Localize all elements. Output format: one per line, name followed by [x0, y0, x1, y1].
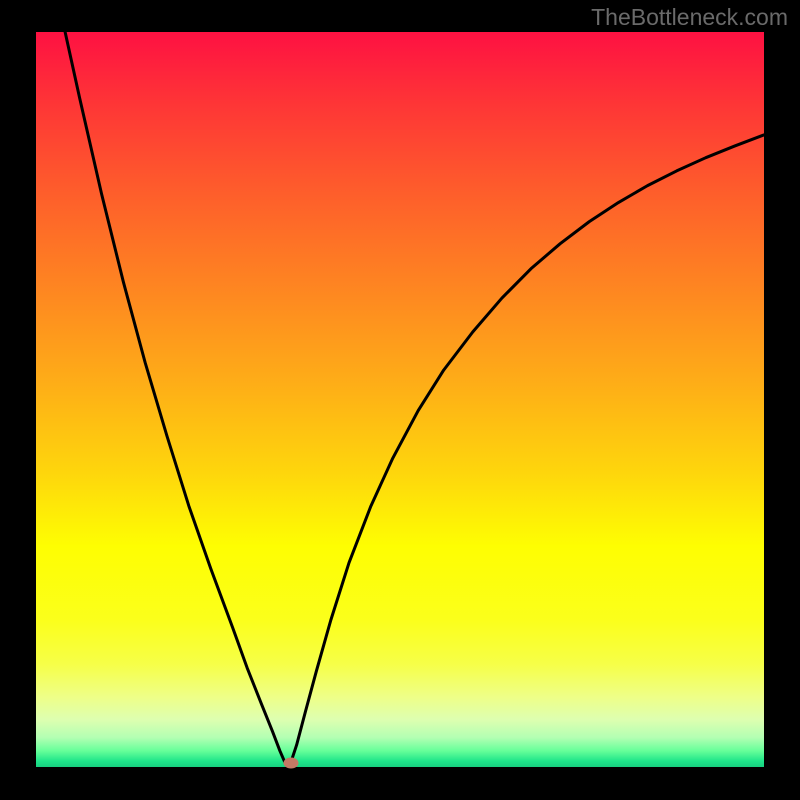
bottleneck-curve: [36, 32, 764, 767]
watermark-text: TheBottleneck.com: [591, 4, 788, 31]
curve-path: [65, 32, 764, 767]
plot-area: [36, 32, 764, 767]
optimal-point-marker: [283, 757, 298, 768]
